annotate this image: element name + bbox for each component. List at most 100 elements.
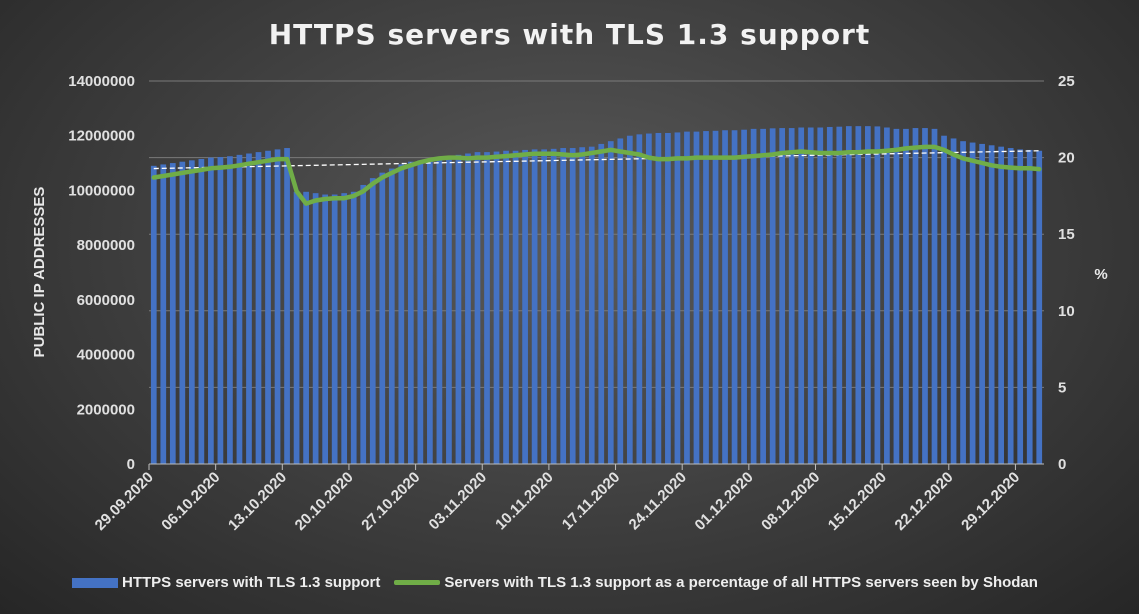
bar bbox=[693, 131, 700, 464]
bar bbox=[836, 126, 843, 464]
bar bbox=[798, 127, 805, 464]
bar bbox=[731, 130, 738, 464]
bar bbox=[303, 191, 309, 464]
bar bbox=[855, 126, 862, 464]
bar bbox=[712, 130, 719, 465]
bar bbox=[208, 157, 214, 464]
y-axis-title: PUBLIC IP ADDRESSES bbox=[31, 187, 48, 358]
bar bbox=[179, 161, 186, 465]
bar bbox=[484, 152, 490, 464]
y-tick-label: 4000000 bbox=[77, 347, 135, 364]
bar bbox=[588, 146, 595, 464]
bar bbox=[636, 134, 643, 464]
y2-tick-label: 15 bbox=[1058, 226, 1075, 243]
bar bbox=[379, 172, 386, 464]
bar bbox=[998, 146, 1005, 464]
bar bbox=[265, 150, 271, 464]
bar bbox=[979, 143, 985, 464]
y-tick-label: 2000000 bbox=[77, 401, 135, 418]
bar bbox=[826, 126, 833, 465]
bar bbox=[722, 130, 728, 464]
x-tick-label: 10.11.2020 bbox=[492, 469, 557, 534]
bar bbox=[284, 148, 290, 464]
y2-tick-label: 10 bbox=[1058, 303, 1075, 320]
x-tick-label: 29.09.2020 bbox=[92, 469, 157, 534]
bar bbox=[941, 135, 947, 464]
x-tick-label: 27.10.2020 bbox=[358, 469, 423, 534]
bar bbox=[465, 153, 471, 464]
bar bbox=[931, 128, 938, 464]
bar bbox=[169, 163, 176, 465]
bar bbox=[988, 145, 995, 464]
bar bbox=[427, 158, 433, 465]
bar bbox=[369, 178, 376, 464]
bar bbox=[512, 150, 519, 464]
bar bbox=[1036, 150, 1043, 464]
bar bbox=[788, 128, 795, 464]
bar bbox=[865, 126, 871, 464]
x-tick-label: 24.11.2020 bbox=[625, 469, 690, 534]
legend-bar-label: HTTPS servers with TLS 1.3 support bbox=[122, 574, 381, 591]
bar bbox=[503, 150, 509, 464]
y-tick-label: 12000000 bbox=[68, 128, 135, 145]
bar bbox=[236, 154, 243, 464]
bar bbox=[541, 149, 547, 464]
bar bbox=[960, 141, 966, 464]
bar bbox=[569, 148, 576, 464]
bar bbox=[274, 149, 281, 464]
bar bbox=[217, 157, 224, 464]
bar bbox=[1007, 148, 1014, 464]
x-tick-label: 22.12.2020 bbox=[892, 469, 957, 534]
bar bbox=[255, 152, 262, 464]
bar bbox=[750, 128, 757, 464]
percentage-line-series bbox=[151, 144, 1042, 206]
trendline-path bbox=[153, 150, 1040, 170]
y2-tick-label: 25 bbox=[1058, 73, 1075, 90]
bar bbox=[522, 149, 528, 464]
trendline bbox=[153, 150, 1040, 170]
bar bbox=[322, 194, 328, 464]
bar bbox=[531, 149, 538, 464]
legend-line-label: Servers with TLS 1.3 support as a percen… bbox=[444, 574, 1038, 591]
bar bbox=[741, 129, 747, 464]
bar bbox=[912, 128, 919, 464]
bar bbox=[341, 193, 348, 464]
y-tick-label: 8000000 bbox=[77, 237, 135, 254]
gridlines bbox=[149, 80, 1044, 465]
bar bbox=[417, 160, 424, 465]
y2-tick-label: 0 bbox=[1058, 456, 1066, 473]
bar bbox=[1017, 149, 1024, 464]
bar bbox=[436, 157, 443, 464]
y-tick-label: 6000000 bbox=[77, 292, 135, 309]
bar bbox=[474, 152, 481, 464]
bar bbox=[845, 126, 852, 464]
chart-title: HTTPS servers with TLS 1.3 support bbox=[268, 18, 871, 51]
y-tick-label: 10000000 bbox=[68, 182, 135, 199]
bar bbox=[760, 128, 766, 464]
bar bbox=[665, 132, 671, 464]
x-tick-label: 01.12.2020 bbox=[692, 469, 757, 534]
bar bbox=[160, 164, 167, 465]
y2-axis-title: % bbox=[1094, 266, 1107, 283]
bar bbox=[969, 142, 976, 464]
x-tick-label: 20.10.2020 bbox=[292, 469, 357, 534]
bar bbox=[903, 128, 909, 464]
bar bbox=[626, 135, 633, 464]
x-tick-label: 15.12.2020 bbox=[825, 469, 890, 534]
bar bbox=[674, 132, 681, 464]
legend: HTTPS servers with TLS 1.3 support Serve… bbox=[72, 574, 1038, 591]
bar bbox=[312, 193, 319, 464]
y-tick-label: 0 bbox=[127, 456, 135, 473]
bar bbox=[398, 164, 405, 465]
x-tick-label: 17.11.2020 bbox=[559, 469, 624, 534]
x-tick-label: 08.12.2020 bbox=[758, 469, 823, 534]
bar bbox=[246, 153, 252, 464]
bar bbox=[655, 132, 662, 464]
bar bbox=[607, 141, 614, 464]
bar bbox=[1026, 149, 1033, 464]
y-tick-label: 14000000 bbox=[68, 73, 135, 90]
bar bbox=[455, 154, 462, 464]
y2-tick-label: 20 bbox=[1058, 150, 1075, 167]
x-tick-label: 29.12.2020 bbox=[958, 469, 1023, 534]
